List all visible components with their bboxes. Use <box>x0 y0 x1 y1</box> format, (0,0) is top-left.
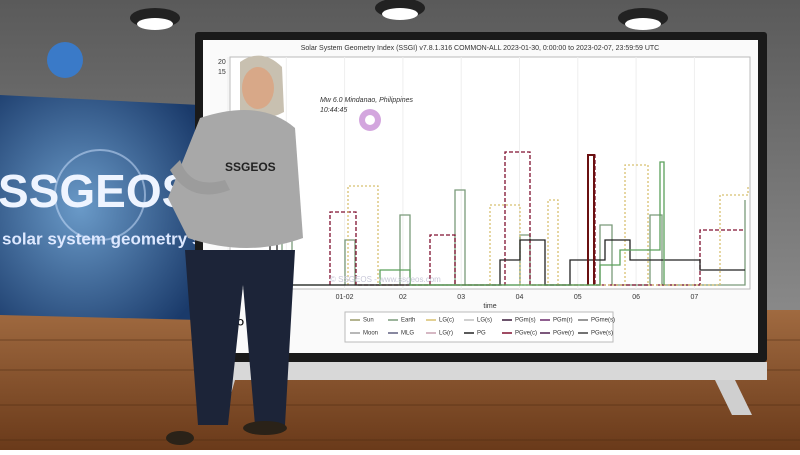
globe <box>54 149 146 241</box>
x-tick-label: 04 <box>516 294 524 301</box>
legend-label: PGme(s) <box>591 318 615 324</box>
legend-label: LG(c) <box>439 318 454 324</box>
legend-label: PGve(c) <box>515 331 537 337</box>
presenter: SSGEOS <box>166 55 303 445</box>
legend-label: LG(r) <box>439 331 453 337</box>
legend-label: PGve(s) <box>591 331 613 337</box>
backdrop-panel <box>0 95 200 320</box>
legend-label: LG(s) <box>477 318 492 324</box>
logo-globe <box>47 42 83 78</box>
legend-label: PGve(r) <box>553 331 574 337</box>
legend-label: Moon <box>363 331 378 337</box>
tv-stand <box>195 362 767 380</box>
tv-leg <box>715 380 752 415</box>
x-tick-label: 06 <box>632 294 640 301</box>
x-tick-label: 07 <box>691 294 699 301</box>
x-tick-label: 05 <box>574 294 582 301</box>
x-axis-label: time <box>483 303 496 310</box>
legend-label: Earth <box>401 318 415 324</box>
y-tick-label: 15 <box>218 69 226 76</box>
legend-label: MLG <box>401 331 414 337</box>
backdrop-logo: SSGEOS <box>0 165 192 217</box>
x-tick-label: 03 <box>457 294 465 301</box>
ceiling-lights <box>130 0 668 30</box>
backdrop-tagline: solar system geometry survey <box>2 229 247 248</box>
chart-title: Solar System Geometry Index (SSGI) v7.8.… <box>301 45 659 52</box>
legend-label: Sun <box>363 318 374 324</box>
annotation-time: 10:44:45 <box>320 107 347 114</box>
legend-label: PGm(s) <box>515 318 536 324</box>
quake-marker-center <box>365 115 375 125</box>
legend-label: PGm(r) <box>553 318 573 324</box>
shirt-text: SSGEOS <box>225 160 276 174</box>
x-tick-label: 01-02 <box>336 294 354 301</box>
legend-label: PG <box>477 331 486 337</box>
watermark: © SSGEOS - www.ssgeos.com <box>330 275 441 284</box>
annotation-event: Mw 6.0 Mindanao, Philippines <box>320 97 413 104</box>
y-tick-label: 20 <box>218 59 226 66</box>
legend <box>344 311 614 343</box>
x-tick-label: 02 <box>399 294 407 301</box>
plot-area <box>229 56 751 290</box>
